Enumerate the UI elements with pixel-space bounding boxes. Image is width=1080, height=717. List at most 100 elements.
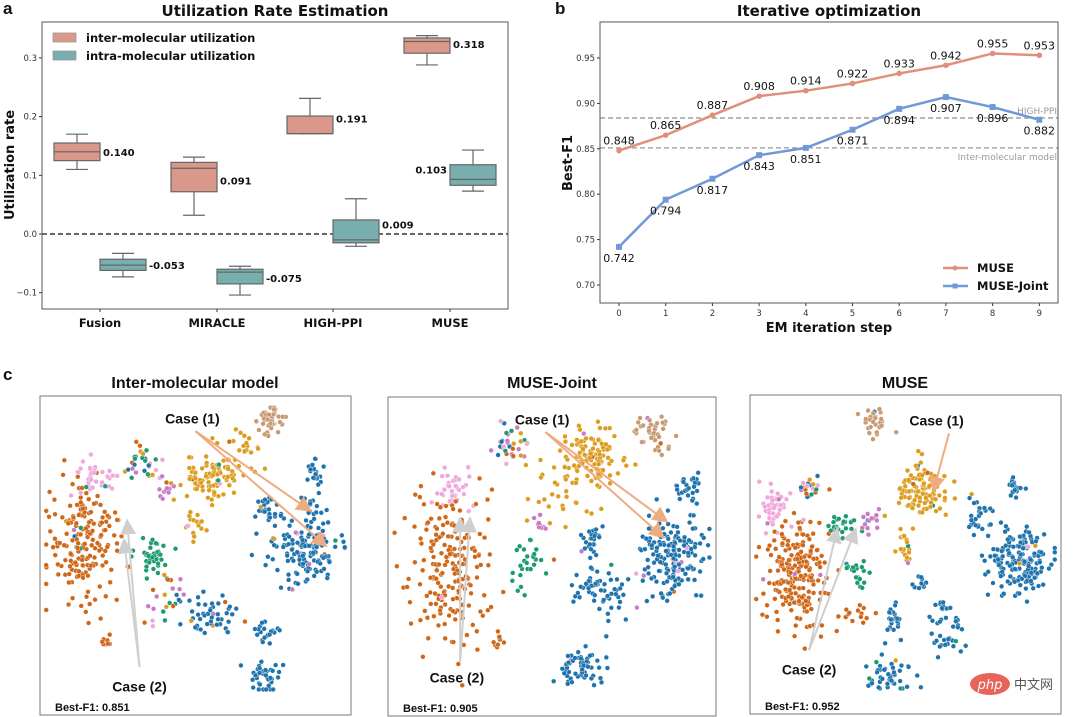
scatter-point-blue [685,492,691,499]
scatter-point-blue [897,678,903,684]
scatter-point-blue [676,561,682,568]
scatter-point-blue [495,452,501,458]
scatter-point-gold [896,500,902,506]
scatter-point-blue [966,524,972,530]
scatter-point-pink [501,444,507,450]
scatter-point-blue [701,535,707,541]
scatter-point-orange [510,453,516,459]
scatter-point-blue [594,568,600,575]
scatter-point-pink [768,481,774,487]
scatter-point-blue [619,581,625,588]
scatter-point-gold [584,508,590,515]
scatter-point-green [518,584,524,590]
scatter-point-blue [982,558,988,564]
scatter-point-gold [898,546,904,552]
scatter-point-gold [523,462,529,468]
scatter-point-orange [792,576,799,582]
scatter-point-gold [583,435,589,441]
scatter-point-orange [442,621,448,627]
scatter-point-green [522,592,528,598]
scatter-point-blue [674,524,680,530]
scatter-point-blue [987,553,993,560]
scatter-point-gold [910,526,916,532]
scatter-point-blue [642,546,648,552]
scatter-point-green [153,456,159,463]
scatter-point-gold [904,554,910,561]
scatter-point-green [130,548,136,554]
scatter-point-orange [442,635,448,641]
scatter-point-blue [682,571,688,577]
scatter-point-orange [442,601,448,608]
scatter-point-orange [808,574,814,581]
scatter-point-blue [981,505,988,511]
scatter-point-tan [633,427,639,433]
panel-label-a: a [3,0,13,18]
scatter-point-blue [315,525,322,531]
scatter-point-orange [424,593,430,599]
scatter-point-gold [919,509,925,516]
scatter-point-blue [620,592,626,598]
scatter-point-orange [66,571,72,577]
scatter-point-gold [598,506,604,512]
scatter-point-gold [917,476,923,483]
x-tick-label: 3 [756,309,761,319]
scatter-point-blue [1001,591,1007,597]
scatter-point-green [866,675,872,682]
scatter-point-blue [200,589,206,595]
scatter-point-orange [764,614,770,620]
scatter-point-orange [802,646,808,652]
scatter-point-orange [137,443,143,449]
scatter-point-gold [192,475,198,481]
scatter-point-gold [190,539,196,545]
scatter-point-blue [648,575,655,582]
scatter-point-gold [902,483,908,489]
scatter-point-tan [275,429,281,435]
scatter-point-gold [898,495,904,501]
scatter-point-orange [798,549,804,555]
y-tick-label: 0.75 [576,236,595,246]
scatter-point-orange [791,510,797,516]
scatter-point-blue [888,616,894,623]
scatter-point-pink [75,469,81,475]
scatter-point-blue [321,566,327,572]
scatter-point-gold [238,430,244,436]
scatter-point-orange [472,554,478,560]
scatter-point-blue [645,570,652,577]
scatter-point-blue [314,544,320,550]
scatter-point-orange [786,557,792,563]
scatter-point-gold [588,510,595,517]
case2-arrow [808,527,842,651]
scatter-point-orange [846,610,852,616]
scatter-point-green [157,552,163,558]
scatter-point-gold [518,452,524,459]
scatter-point-pink [756,513,762,520]
scatter-point-blue [1022,573,1028,579]
scatter-point-orange [791,599,797,606]
scatter-point-orange [849,618,855,624]
scatter-point-blue [578,532,584,538]
scatter-point-blue [884,681,891,687]
scatter-point-gold [191,533,197,540]
scatter-point-tan [870,419,876,425]
scatter-point-green [521,546,527,553]
data-point-muse [896,70,902,77]
scatter-point-orange [803,564,809,570]
scatter-point-gold [576,463,582,469]
scatter-point-gold [921,481,927,487]
scatter-point-tan [863,416,869,422]
scatter-point-tan [652,437,658,443]
box-inter: 0.140 [53,133,135,171]
scatter-point-orange [99,514,106,521]
scatter-point-orange [418,483,424,489]
scatter-point-orange [420,654,426,660]
scatter-point-blue [932,602,939,608]
scatter-point-blue [950,643,957,649]
box-inter: 0.091 [170,156,252,216]
scatter-point-orange [793,623,799,629]
scatter-point-orange [776,589,783,595]
scatter-point-gold [186,454,192,460]
scatter-point-blue [603,654,609,661]
scatter-point-orange [102,509,108,515]
scatter-point-blue [666,542,672,548]
scatter-point-tan [855,411,861,417]
